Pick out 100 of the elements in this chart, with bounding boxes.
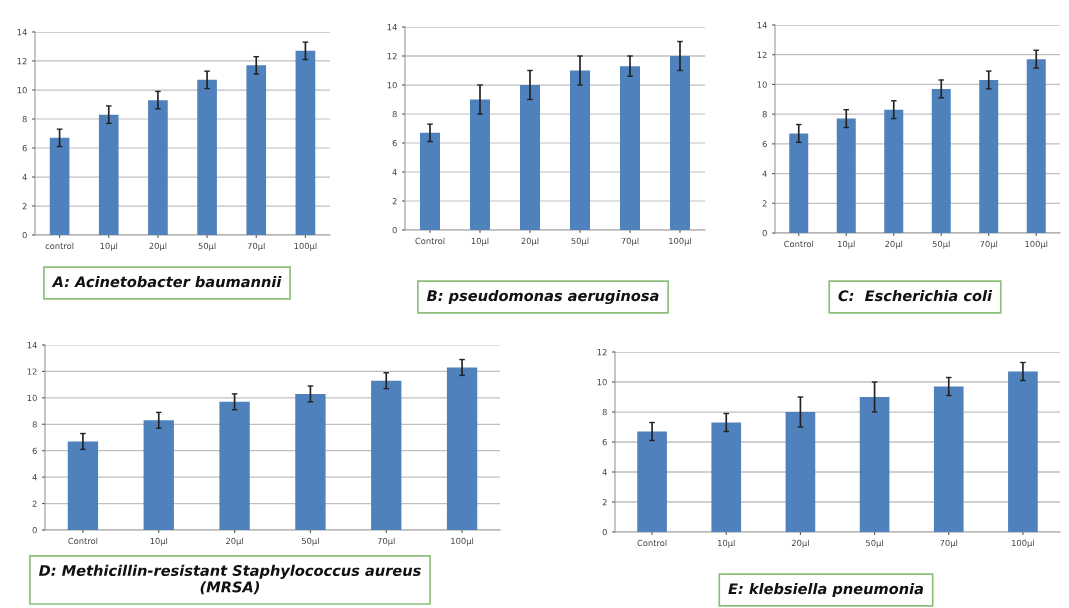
y-tick-label: 2: [32, 500, 37, 507]
bar: [295, 50, 316, 235]
bar: [197, 79, 217, 235]
y-tick-label: 14: [757, 22, 767, 29]
bar: [785, 412, 816, 532]
y-tick-label: 0: [602, 528, 607, 536]
x-tick-label: 70μl: [980, 240, 998, 249]
bar: [219, 401, 250, 530]
bar: [789, 133, 809, 233]
x-tick-label: 100μl: [669, 237, 691, 246]
bar: [711, 422, 742, 532]
bar: [520, 85, 540, 230]
bar: [420, 132, 440, 230]
x-tick-label: 70μl: [377, 537, 395, 546]
y-tick-label: 8: [32, 421, 37, 428]
y-tick-label: 10: [17, 86, 27, 94]
text: E: klebsiella pneumonia: [728, 582, 924, 598]
y-tick-label: 4: [392, 169, 397, 176]
y-tick-label: 12: [17, 57, 27, 65]
y-tick-label: 10: [597, 378, 607, 386]
x-tick-label: 10μl: [150, 537, 168, 546]
bar: [1026, 59, 1046, 233]
text: A: Acinetobacter baumannii: [51, 275, 282, 288]
y-tick-label: 14: [27, 342, 37, 349]
y-tick-label: 6: [22, 144, 27, 152]
bar: [148, 100, 168, 235]
y-tick-label: 12: [387, 52, 397, 60]
x-tick-label: Control: [637, 539, 667, 547]
y-tick-label: 8: [602, 408, 607, 416]
y-tick-label: 4: [22, 174, 27, 181]
x-tick-label: 70μl: [247, 242, 265, 251]
y-tick-label: 12: [597, 348, 607, 356]
y-tick-label: 14: [387, 24, 397, 31]
y-tick-label: 6: [32, 447, 37, 454]
bar: [836, 118, 856, 233]
y-tick-label: 2: [392, 197, 397, 205]
y-tick-label: 2: [762, 200, 767, 207]
bar: [620, 66, 640, 230]
x-tick-label: 20μl: [226, 537, 243, 546]
y-tick-label: 6: [762, 140, 767, 148]
y-tick-label: 8: [392, 110, 397, 118]
y-tick-label: 14: [17, 29, 27, 36]
bar: [1008, 371, 1038, 532]
bar: [933, 386, 964, 532]
x-tick-label: 10μl: [718, 539, 735, 548]
text: D: Methicillin-resistant Staphylococcus aureus (MRSA): [38, 564, 421, 595]
y-tick-label: 6: [392, 139, 397, 147]
bar: [98, 114, 119, 235]
y-tick-label: 0: [762, 229, 767, 237]
bar: [246, 65, 267, 235]
x-tick-label: 100μl: [1012, 539, 1034, 548]
x-tick-label: control: [45, 242, 74, 250]
bar: [67, 441, 99, 530]
x-tick-label: 50μl: [571, 237, 589, 246]
bar: [670, 56, 690, 230]
y-tick-label: 8: [22, 115, 27, 123]
x-tick-label: 20μl: [791, 539, 809, 548]
y-tick-label: 10: [387, 81, 397, 89]
x-tick-label: 50μl: [932, 240, 950, 249]
x-tick-label: 10μl: [100, 242, 118, 251]
y-tick-label: 10: [757, 81, 767, 88]
x-tick-label: Control: [415, 237, 445, 245]
x-tick-label: 100μl: [451, 537, 474, 546]
y-tick-label: 4: [762, 170, 767, 177]
y-tick-label: 8: [762, 111, 767, 118]
y-tick-label: 2: [602, 498, 607, 506]
text: C: Escherichia coli: [838, 289, 993, 302]
bar: [979, 79, 999, 233]
y-tick-label: 0: [392, 226, 397, 234]
x-tick-label: 70μl: [940, 539, 958, 548]
bar: [570, 70, 590, 230]
x-tick-label: 70μl: [621, 237, 639, 246]
x-tick-label: 10μl: [838, 240, 855, 249]
y-tick-label: 4: [602, 469, 607, 476]
x-tick-label: 100μl: [294, 242, 317, 251]
y-tick-label: 12: [27, 368, 37, 375]
y-tick-label: 10: [27, 394, 37, 402]
x-tick-label: 20μl: [885, 240, 903, 249]
bar: [470, 99, 490, 230]
x-tick-label: Control: [784, 240, 814, 248]
y-tick-label: 0: [22, 231, 27, 239]
bar: [143, 420, 174, 530]
x-tick-label: 100μl: [1025, 240, 1048, 249]
y-tick-label: 6: [602, 438, 607, 446]
x-tick-label: Control: [68, 537, 98, 545]
bar: [295, 393, 326, 530]
x-tick-label: 50μl: [866, 539, 883, 548]
bar: [859, 397, 890, 532]
x-tick-label: 20μl: [149, 242, 167, 251]
x-tick-label: 20μl: [521, 237, 539, 246]
y-tick-label: 12: [757, 51, 767, 58]
y-tick-label: 4: [32, 474, 37, 481]
x-tick-label: 50μl: [198, 242, 216, 251]
bar: [446, 367, 478, 530]
bar: [637, 431, 667, 532]
text: B: pseudomonas aeruginosa: [426, 289, 659, 305]
y-tick-label: 0: [32, 526, 37, 534]
y-tick-label: 2: [22, 202, 27, 210]
bar: [49, 137, 70, 235]
x-tick-label: 50μl: [301, 537, 319, 546]
